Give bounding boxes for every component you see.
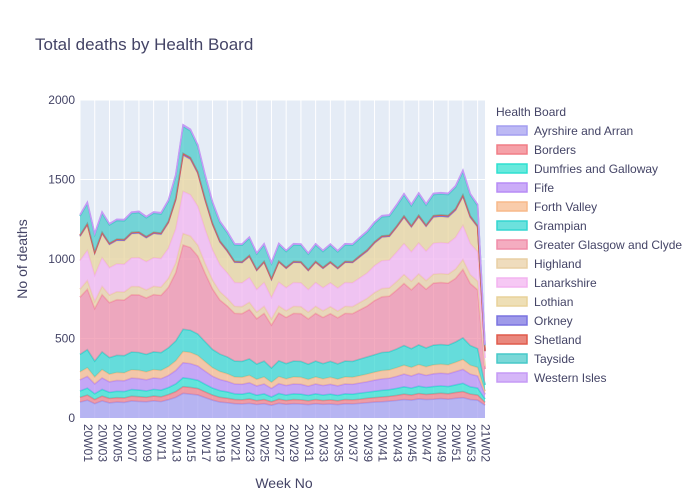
legend-label: Highland (534, 257, 581, 271)
legend-swatch (496, 125, 528, 136)
x-axis-ticks: 20W01 20W03 20W05 20W07 20W09 20W11 20W13 20W15… (81, 424, 493, 462)
area-series-group (79, 123, 486, 418)
y-tick-label: 500 (55, 332, 75, 346)
legend-item[interactable]: Fife (496, 181, 554, 195)
legend-label: Lanarkshire (534, 276, 597, 290)
legend-swatch (496, 239, 528, 250)
legend-label: Shetland (534, 333, 581, 347)
x-tick-label: 20W51 (449, 424, 463, 462)
legend-item[interactable]: Lothian (496, 295, 573, 309)
legend-label: Dumfries and Galloway (534, 162, 658, 176)
legend-swatch (496, 372, 528, 383)
x-tick-label: 20W13 (169, 424, 183, 462)
x-tick-label: 20W37 (346, 424, 360, 462)
legend-item[interactable]: Tayside (496, 352, 575, 366)
y-axis-title: No of deaths (14, 219, 30, 298)
area-series-greater-glasgow-and-clyde[interactable] (80, 245, 485, 385)
x-tick-label: 20W53 (464, 424, 478, 462)
x-tick-label: 20W09 (140, 424, 154, 462)
legend-label: Orkney (534, 314, 573, 328)
legend-label: Western Isles (534, 371, 606, 385)
legend-label: Grampian (534, 219, 587, 233)
legend-item[interactable]: Orkney (496, 314, 573, 328)
legend-swatch (496, 201, 528, 212)
legend-label: Fife (534, 181, 554, 195)
area-series-dumfries-and-galloway[interactable] (80, 377, 485, 403)
legend-label: Ayrshire and Arran (534, 124, 633, 138)
legend-swatch (496, 220, 528, 231)
x-tick-label: 20W03 (96, 424, 110, 462)
chart-title: Total deaths by Health Board (35, 35, 253, 54)
x-tick-label: 20W43 (390, 424, 404, 462)
x-tick-label: 20W23 (243, 424, 257, 462)
x-tick-label: 20W29 (287, 424, 301, 462)
legend-swatch (496, 258, 528, 269)
series-line (79, 123, 486, 345)
x-tick-label: 20W45 (405, 424, 419, 462)
y-axis-ticks: 0 500 1000 1500 2000 (48, 93, 75, 425)
y-tick-label: 0 (68, 411, 75, 425)
legend-label: Lothian (534, 295, 573, 309)
area-series-ayrshire-and-arran[interactable] (80, 393, 485, 418)
x-tick-label: 20W35 (331, 424, 345, 462)
x-tick-label: 20W05 (110, 424, 124, 462)
x-tick-label: 20W25 (258, 424, 272, 462)
x-tick-label: 20W27 (272, 424, 286, 462)
x-tick-label: 20W17 (199, 424, 213, 462)
x-tick-label: 20W19 (214, 424, 228, 462)
area-series-forth-valley[interactable] (80, 351, 485, 395)
x-tick-label: 20W31 (302, 424, 316, 462)
legend-item[interactable]: Western Isles (496, 371, 606, 385)
area-series-lothian[interactable] (80, 155, 485, 358)
legend-item[interactable]: Dumfries and Galloway (496, 162, 658, 176)
area-series-lanarkshire[interactable] (80, 191, 485, 366)
x-tick-label: 20W15 (184, 424, 198, 462)
x-tick-label: 20W47 (420, 424, 434, 462)
legend-swatch (496, 182, 528, 193)
x-axis-title: Week No (255, 475, 313, 491)
area-series-fife[interactable] (80, 362, 485, 399)
y-tick-label: 1000 (48, 252, 75, 266)
area-series-grampian[interactable] (80, 329, 485, 392)
legend-item[interactable]: Borders (496, 143, 576, 157)
legend-label: Forth Valley (534, 200, 597, 214)
legend-item[interactable]: Greater Glasgow and Clyde (496, 238, 682, 252)
legend-title: Health Board (496, 105, 566, 119)
legend-swatch (496, 315, 528, 326)
x-tick-label: 20W33 (317, 424, 331, 462)
x-tick-label: 20W49 (434, 424, 448, 462)
legend-item[interactable]: Grampian (496, 219, 587, 233)
x-tick-label: 20W11 (155, 424, 169, 461)
legend-label: Tayside (534, 352, 575, 366)
legend-label: Greater Glasgow and Clyde (534, 238, 682, 252)
x-tick-label: 20W07 (125, 424, 139, 462)
x-tick-label: 20W21 (228, 424, 242, 462)
legend-item[interactable]: Shetland (496, 333, 581, 347)
legend-items: Ayrshire and Arran Borders Dumfries and Ga… (496, 124, 682, 385)
legend-swatch (496, 277, 528, 288)
legend-swatch (496, 353, 528, 364)
legend-swatch (496, 334, 528, 345)
legend-swatch (496, 163, 528, 174)
x-tick-label: 21W02 (479, 424, 493, 462)
x-tick-label: 20W41 (376, 424, 390, 462)
legend-item[interactable]: Ayrshire and Arran (496, 124, 633, 138)
legend-label: Borders (534, 143, 576, 157)
legend-swatch (496, 144, 528, 155)
legend-swatch (496, 296, 528, 307)
legend-item[interactable]: Forth Valley (496, 200, 597, 214)
x-tick-label: 20W39 (361, 424, 375, 462)
y-tick-label: 1500 (48, 173, 75, 187)
legend-item[interactable]: Highland (496, 257, 581, 271)
legend: Health Board Ayrshire and Arran Borders Du… (496, 105, 682, 385)
y-tick-label: 2000 (48, 93, 75, 107)
legend-item[interactable]: Lanarkshire (496, 276, 597, 290)
area-series-borders[interactable] (80, 386, 485, 406)
x-tick-label: 20W01 (81, 424, 95, 462)
